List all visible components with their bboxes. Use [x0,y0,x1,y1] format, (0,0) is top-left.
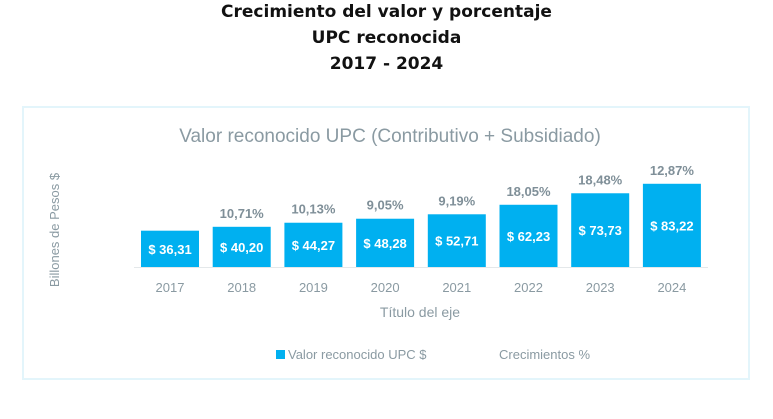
chart-title: Valor reconocido UPC (Contributivo + Sub… [179,126,601,147]
x-tick-2021: 2021 [442,280,471,295]
legend-swatch-valor [276,350,285,359]
header-line-3: 2017 - 2024 [329,54,444,74]
bar-2022 [499,204,558,267]
x-tick-2023: 2023 [586,280,615,295]
x-tick-2020: 2020 [371,280,400,295]
bar-value-label-2022: $ 62,23 [507,229,550,244]
bar-2017 [141,230,199,267]
x-tick-2024: 2024 [657,280,686,295]
bar-value-label-2019: $ 44,27 [292,238,335,253]
chart-frame [22,106,750,380]
growth-label-2019: 10,13% [291,202,336,217]
growth-label-2023: 18,48% [578,172,623,187]
bar-2024 [642,183,701,267]
growth-label-2022: 18,05% [506,184,551,199]
growth-label-2020: 9,05% [367,198,404,213]
header-line-1: Crecimiento del valor y porcentaje [221,2,552,22]
bar-2018 [212,226,271,267]
bar-value-label-2023: $ 73,73 [579,223,622,238]
legend-label-valor: Valor reconocido UPC $ [288,347,427,362]
x-tick-2019: 2019 [299,280,328,295]
bar-value-label-2021: $ 52,71 [435,234,478,249]
growth-label-2021: 9,19% [438,193,475,208]
x-axis-label: Título del eje [380,304,460,320]
bar-2019 [284,222,343,267]
header-line-2: UPC reconocida [311,28,462,48]
y-axis-label: Billones de Pesos $ [47,172,62,287]
bar-2023 [571,193,630,267]
bar-value-label-2020: $ 48,28 [363,236,406,251]
bar-2021 [427,214,486,267]
bar-2020 [356,218,415,267]
growth-label-2018: 10,71% [220,206,265,221]
bar-value-label-2018: $ 40,20 [220,240,263,255]
bar-value-label-2024: $ 83,22 [650,218,693,233]
x-tick-2018: 2018 [227,280,256,295]
growth-label-2024: 12,87% [650,163,695,178]
x-tick-2022: 2022 [514,280,543,295]
bar-value-label-2017: $ 36,31 [148,242,191,257]
x-tick-2017: 2017 [156,280,185,295]
legend-label-crecimientos: Crecimientos % [499,347,590,362]
